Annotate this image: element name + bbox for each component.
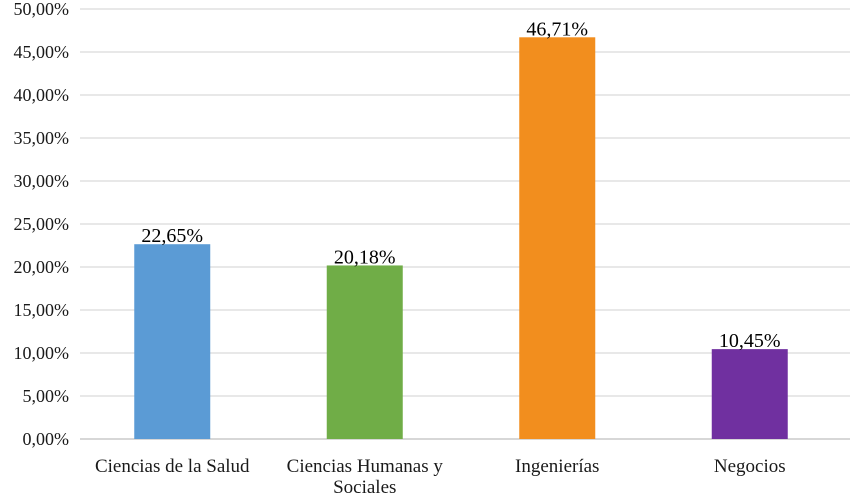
y-tick-label: 10,00% — [14, 343, 70, 363]
data-labels: 22,65% 20,18% 46,71% 10,45% — [141, 18, 780, 352]
x-tick-label: Negocios — [714, 456, 786, 477]
y-tick-label: 35,00% — [14, 128, 70, 148]
y-tick-label: 15,00% — [14, 300, 70, 320]
bar — [711, 349, 788, 439]
y-tick-label: 40,00% — [14, 85, 70, 105]
x-tick-label: Ciencias de la Salud — [95, 456, 250, 477]
bar — [519, 37, 596, 439]
y-tick-label: 25,00% — [14, 214, 70, 234]
x-tick-label: Ciencias Humanas y — [287, 456, 444, 477]
data-label: 10,45% — [719, 330, 781, 352]
data-label: 22,65% — [141, 225, 203, 247]
y-tick-label: 50,00% — [14, 0, 70, 19]
x-tick-label: Sociales — [333, 477, 396, 498]
y-tick-label: 45,00% — [14, 42, 70, 62]
y-tick-label: 5,00% — [23, 386, 70, 406]
data-label: 20,18% — [334, 246, 396, 268]
y-axis-tick-labels: 0,00% 5,00% 10,00% 15,00% 20,00% 25,00% 30,00%… — [14, 0, 70, 449]
y-tick-label: 20,00% — [14, 257, 70, 277]
x-axis-category-labels: Ciencias de la Salud Ciencias Humanas ySo… — [95, 456, 786, 498]
y-tick-label: 30,00% — [14, 171, 70, 191]
data-label: 46,71% — [526, 18, 588, 40]
bar — [134, 244, 211, 439]
bars — [134, 37, 788, 439]
y-tick-label: 0,00% — [23, 429, 70, 449]
bar — [326, 265, 403, 439]
x-tick-label: Ingenierías — [515, 456, 599, 477]
